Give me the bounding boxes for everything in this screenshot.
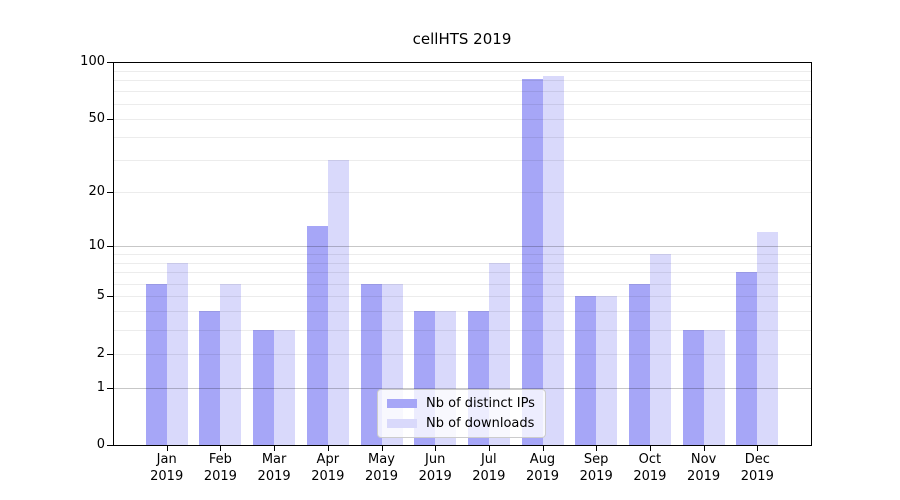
- bars-layer: [113, 62, 811, 445]
- y-axis-tick-mark: [107, 192, 113, 194]
- x-axis-tick-mark: [757, 446, 759, 451]
- x-axis-tick-mark: [381, 446, 383, 451]
- bar-downloads-sep: [596, 296, 618, 445]
- y-axis-tick-label: 50: [88, 110, 105, 126]
- y-axis-tick-mark: [107, 387, 113, 389]
- x-axis-tick-mark: [649, 446, 651, 451]
- legend: Nb of distinct IPs Nb of downloads: [377, 389, 546, 438]
- bar-distinct-ips-aug: [521, 79, 543, 445]
- legend-item-distinct-ips: Nb of distinct IPs: [387, 396, 535, 411]
- bar-distinct-ips-sep: [575, 296, 597, 445]
- y-axis-tick-mark: [107, 445, 113, 446]
- x-axis-tick-label-feb: Feb 2019: [203, 452, 237, 484]
- y-axis-tick-label: 5: [96, 288, 105, 304]
- bar-distinct-ips-may: [360, 283, 382, 445]
- bar-downloads-jan: [166, 262, 188, 445]
- bar-downloads-mar: [274, 330, 296, 445]
- bar-downloads-oct: [649, 253, 671, 445]
- y-axis-tick-mark: [107, 353, 113, 355]
- x-axis-tick-label-mar: Mar 2019: [257, 452, 291, 484]
- y-axis-tick-label: 10: [88, 238, 105, 253]
- y-axis-tick-label: 20: [88, 184, 105, 200]
- bar-distinct-ips-feb: [199, 311, 221, 445]
- legend-label-downloads: Nb of downloads: [426, 416, 535, 431]
- bar-distinct-ips-mar: [253, 330, 275, 445]
- legend-swatch-downloads: [387, 419, 417, 428]
- plot-right-spine: [811, 62, 812, 446]
- y-axis-tick-label: 2: [96, 345, 105, 361]
- bar-distinct-ips-nov: [682, 330, 704, 445]
- y-axis-tick-label: 0: [96, 437, 105, 452]
- legend-item-downloads: Nb of downloads: [387, 416, 535, 431]
- x-axis-tick-mark: [220, 446, 222, 451]
- x-axis-tick-mark: [542, 446, 544, 451]
- y-axis-tick-label: 100: [80, 54, 105, 69]
- y-axis-line: [113, 62, 114, 446]
- bar-distinct-ips-dec: [736, 272, 758, 445]
- x-axis-tick-mark: [488, 446, 490, 451]
- y-axis-tick-label: 1: [96, 379, 105, 395]
- y-axis-tick-mark: [107, 118, 113, 120]
- x-axis-tick-label-jan: Jan 2019: [150, 452, 184, 484]
- x-axis-tick-mark: [596, 446, 598, 451]
- x-axis-tick-label-jul: Jul 2019: [472, 452, 506, 484]
- plot-bottom-spine: [113, 445, 812, 446]
- y-axis-tick-mark: [107, 296, 113, 298]
- legend-label-distinct-ips: Nb of distinct IPs: [426, 396, 535, 411]
- bar-downloads-apr: [327, 160, 349, 445]
- x-axis-tick-label-oct: Oct 2019: [633, 452, 667, 484]
- plot-area: Nb of distinct IPs Nb of downloads: [113, 62, 811, 445]
- x-axis-tick-mark: [703, 446, 705, 451]
- bar-distinct-ips-oct: [628, 283, 650, 445]
- x-axis-tick-label-dec: Dec 2019: [740, 452, 774, 484]
- plot-top-spine: [113, 62, 812, 63]
- y-axis-tick-mark: [107, 246, 113, 247]
- bar-downloads-aug: [542, 76, 564, 445]
- x-axis-tick-mark: [435, 446, 437, 451]
- y-axis-tick-mark: [107, 62, 113, 63]
- bar-downloads-nov: [703, 330, 725, 445]
- bar-downloads-dec: [757, 232, 779, 445]
- x-axis-tick-label-may: May 2019: [364, 452, 399, 484]
- bar-downloads-feb: [220, 283, 242, 445]
- bar-distinct-ips-jan: [145, 283, 167, 445]
- bar-distinct-ips-apr: [306, 226, 328, 445]
- x-axis-tick-mark: [274, 446, 276, 451]
- x-axis-tick-label-jun: Jun 2019: [418, 452, 452, 484]
- x-axis-tick-mark: [327, 446, 329, 451]
- x-axis-tick-mark: [166, 446, 168, 451]
- legend-swatch-distinct-ips: [387, 399, 417, 408]
- x-axis-tick-label-nov: Nov 2019: [687, 452, 721, 484]
- x-axis-tick-label-apr: Apr 2019: [311, 452, 345, 484]
- x-axis-tick-label-aug: Aug 2019: [525, 452, 560, 484]
- chart-title: cellHTS 2019: [412, 30, 512, 48]
- x-axis-tick-label-sep: Sep 2019: [579, 452, 613, 484]
